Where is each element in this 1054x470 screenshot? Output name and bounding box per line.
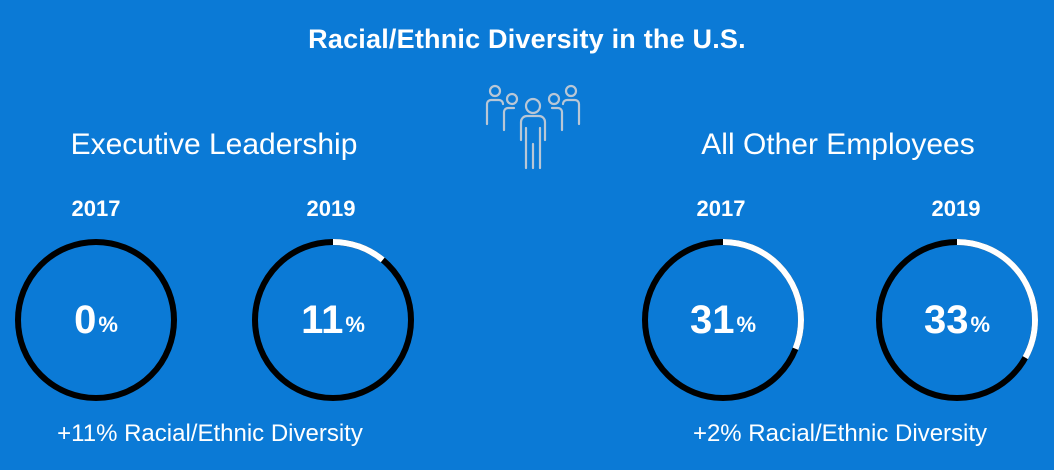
value-label: 0% [13,237,179,403]
value-unit: % [970,312,991,337]
ring-svg [252,239,414,401]
change-label-executive: +11% Racial/Ethnic Diversity [57,420,363,447]
value-label: 31% [640,237,806,403]
year-label: 2019 [931,196,981,221]
change-label-other: +2% Racial/Ethnic Diversity [692,420,988,447]
ring-chart: 31% [640,237,806,403]
value-number: 11 [301,297,344,342]
group-of-people-icon [485,84,581,170]
section-title-executive: Executive Leadership [70,128,358,161]
value-unit: % [345,312,365,337]
value-number: 33 [923,297,969,342]
ring-chart: 0% [13,237,179,403]
value-label: 11% [250,237,416,403]
value-label: 33% [874,237,1040,403]
year-label: 2017 [696,196,746,221]
ring-progress-arc [252,239,414,401]
chart-title: Racial/Ethnic Diversity in the U.S. [308,24,746,54]
ring-track [15,239,177,401]
value-number: 0 [74,297,97,342]
value-number: 31 [689,297,735,342]
ring-progress-arc [642,239,804,401]
section-title-other: All Other Employees [701,128,975,161]
value-unit: % [736,312,757,337]
ring-chart: 33% [874,237,1040,403]
ring-progress-arc [876,239,1038,401]
ring-svg [876,239,1038,401]
ring-svg [15,239,177,401]
year-label: 2019 [306,196,356,221]
year-label: 2017 [71,196,121,221]
ring-svg [642,239,804,401]
ring-chart: 11% [250,237,416,403]
value-unit: % [98,312,118,337]
